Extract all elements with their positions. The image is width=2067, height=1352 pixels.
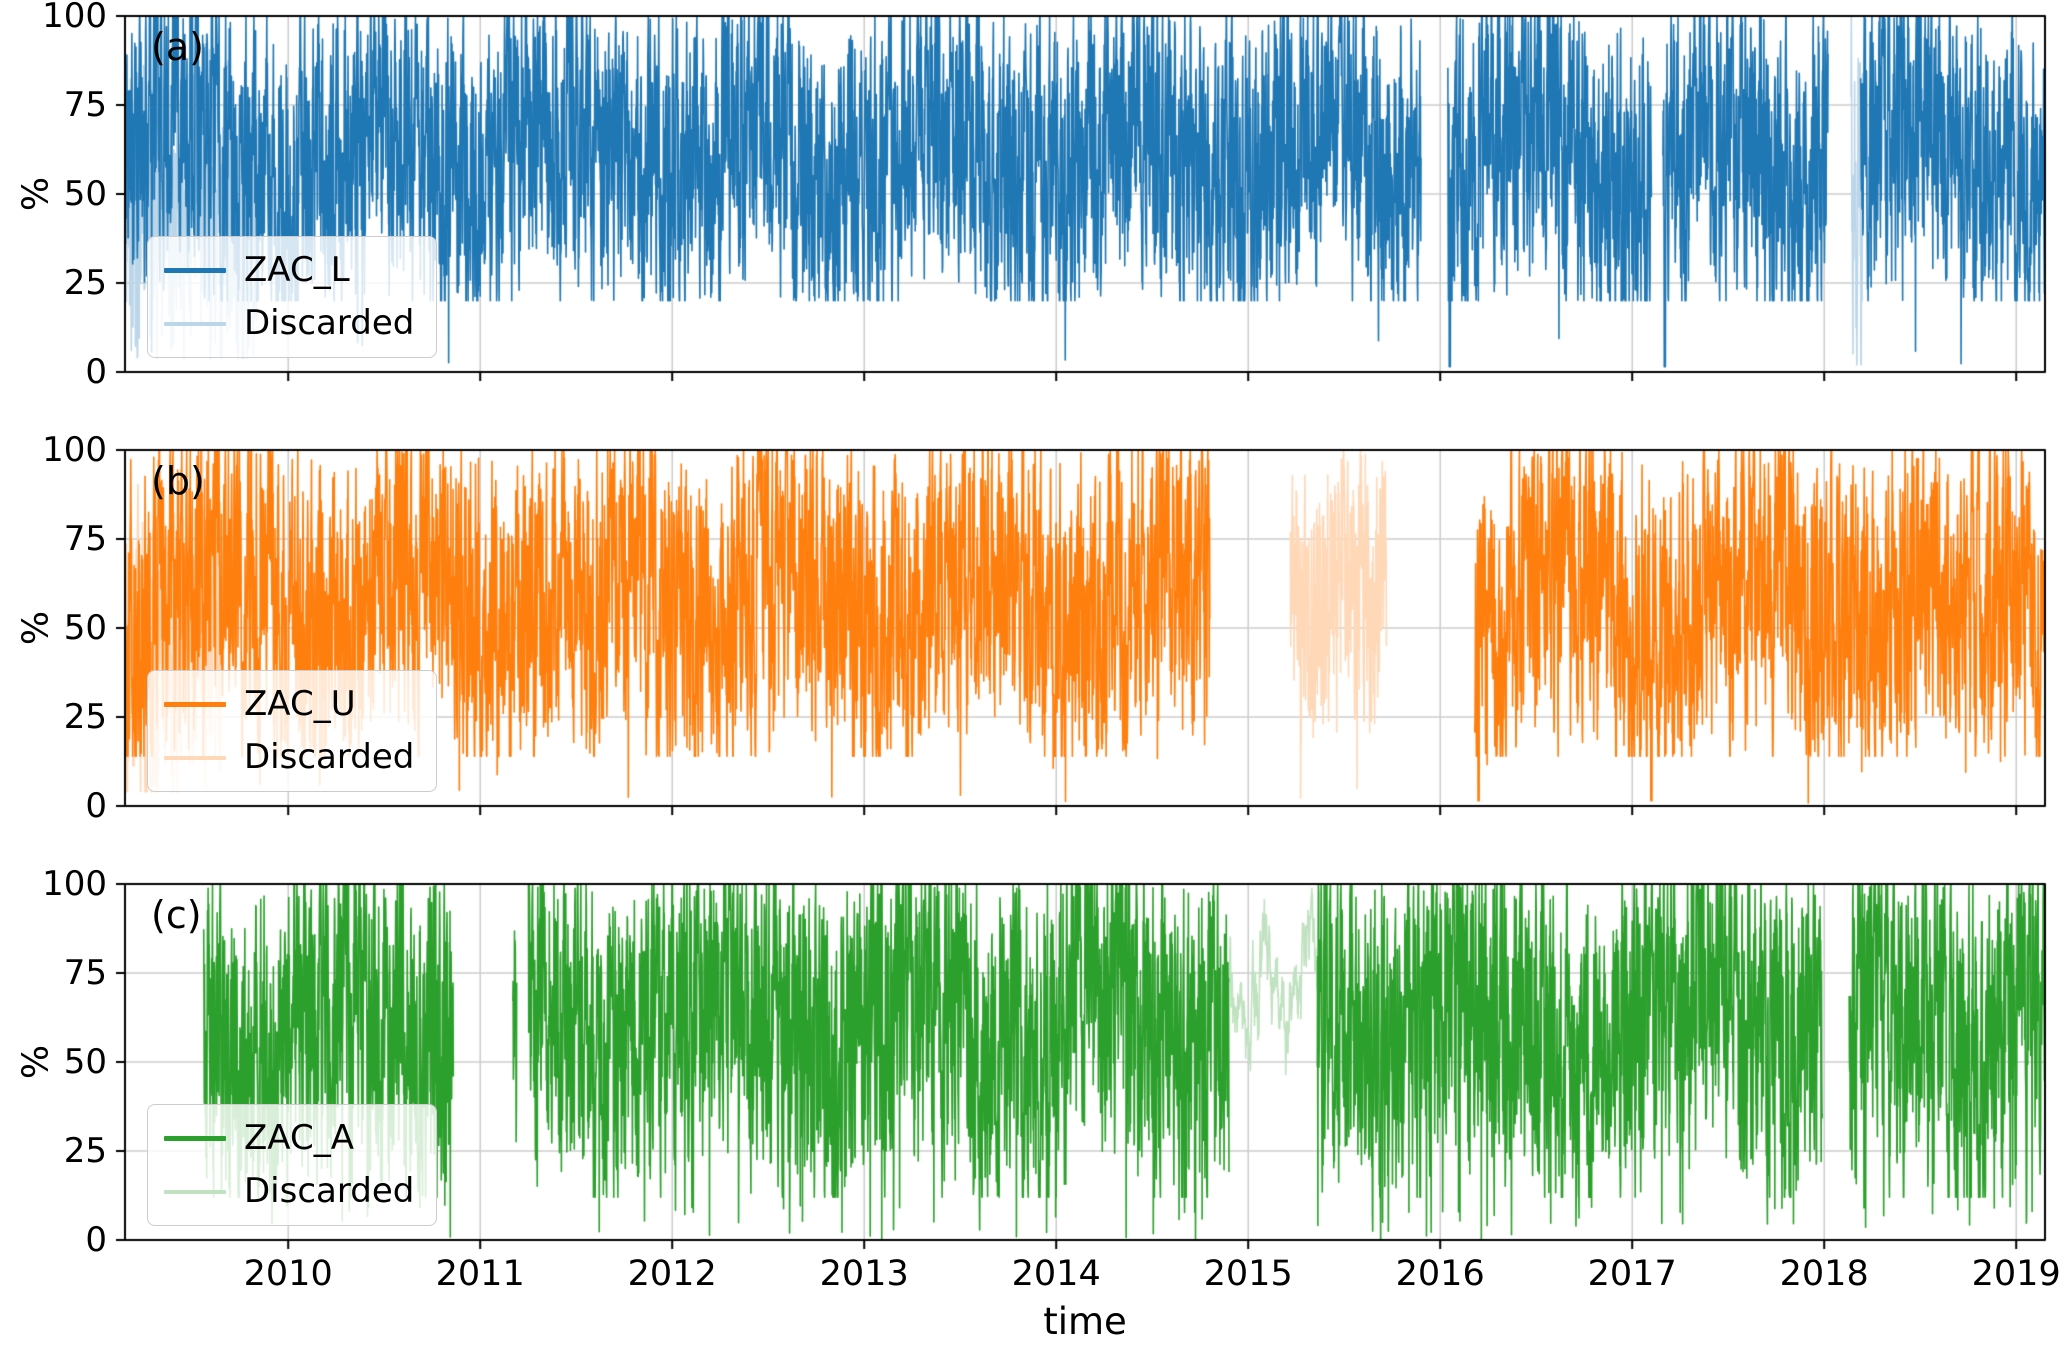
x-tick-label: 2011 [435,1254,525,1294]
legend-entry: Discarded [164,737,415,778]
legend-label: Discarded [244,303,415,344]
legend-line-swatch [164,1136,226,1142]
legend-label: Discarded [244,737,415,778]
y-tick-label: 25 [63,1131,107,1171]
y-tick-label: 75 [63,85,107,125]
legend-entry: ZAC_L [164,250,414,290]
legend-line-swatch [164,755,226,760]
legend-label: Discarded [244,1171,415,1212]
x-tick-label: 2012 [627,1254,717,1294]
legend-entry: Discarded [164,303,415,344]
y-tick-label: 0 [85,352,107,392]
y-tick-label: 0 [85,1220,107,1260]
x-tick-label: 2016 [1395,1254,1485,1294]
legend-line-swatch [164,321,226,326]
x-tick-label: 2019 [1971,1254,2061,1294]
x-axis-label: time [1043,1300,1127,1343]
panel-label-c: (c) [151,893,202,937]
legend-line-swatch [164,268,226,274]
y-tick-label: 25 [63,263,107,303]
legend-entry: ZAC_A [164,1118,414,1158]
x-tick-label: 2013 [819,1254,909,1294]
x-tick-label: 2014 [1011,1254,1101,1294]
y-tick-label: 25 [63,697,107,737]
legend: ZAC_U Discarded [147,670,438,793]
panel-label-b: (b) [151,459,205,503]
legend: ZAC_L Discarded [147,236,438,359]
legend-line-swatch [164,1189,226,1194]
y-tick-label: 100 [42,864,107,904]
legend-entry: ZAC_U [164,684,414,724]
y-tick-label: 50 [63,174,107,214]
legend-label: ZAC_L [244,250,350,290]
y-tick-label: 50 [63,1042,107,1082]
y-tick-label: 0 [85,786,107,826]
y-tick-label: 50 [63,608,107,648]
x-tick-label: 2017 [1587,1254,1677,1294]
y-tick-label: 75 [63,953,107,993]
x-tick-label: 2015 [1203,1254,1293,1294]
legend-entry: Discarded [164,1171,415,1212]
legend-label: ZAC_A [244,1118,354,1158]
y-tick-label: 100 [42,430,107,470]
panel-label-a: (a) [151,25,204,69]
y-tick-label: 100 [42,0,107,36]
x-tick-label: 2018 [1779,1254,1869,1294]
legend-label: ZAC_U [244,684,356,724]
legend: ZAC_A Discarded [147,1104,438,1227]
x-tick-label: 2010 [243,1254,333,1294]
y-tick-label: 75 [63,519,107,559]
legend-line-swatch [164,702,226,708]
